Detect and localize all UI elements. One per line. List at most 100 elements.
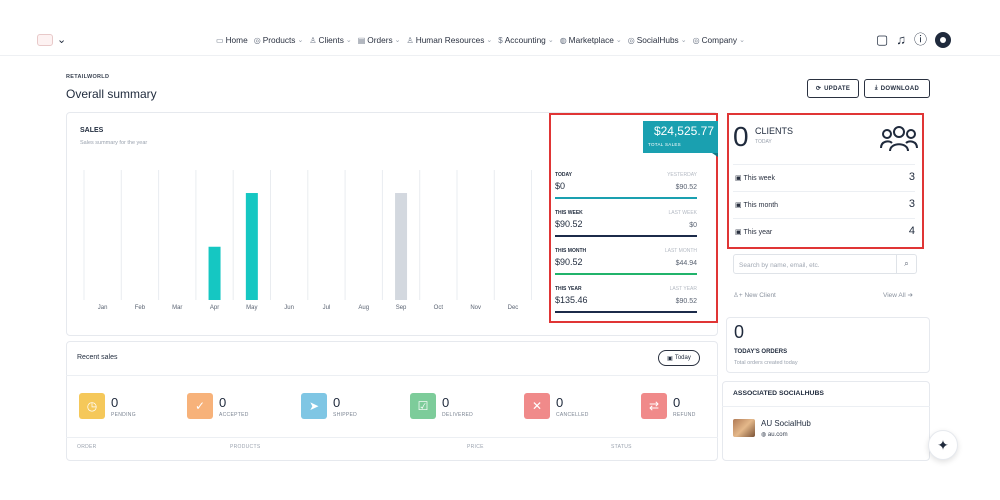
stat-refund[interactable]: ⇄ 0 REFUND xyxy=(641,393,741,423)
nav-item-orders[interactable]: ▤ Orders ⌄ xyxy=(358,35,401,45)
user-avatar[interactable] xyxy=(935,32,952,48)
x-tick-label: Jan xyxy=(98,305,108,311)
view-all-link[interactable]: View All ➔ xyxy=(883,292,913,299)
x-tick-label: Aug xyxy=(358,305,369,311)
stat-shipped[interactable]: ➤ 0 SHIPPED xyxy=(301,393,401,423)
orders-icon: ▤ xyxy=(357,35,366,45)
download-icon: ⤓ xyxy=(874,85,878,91)
person-add-icon: ♙ xyxy=(406,35,414,45)
nav-item-label: Home xyxy=(225,35,248,45)
nav-item-label: Marketplace xyxy=(568,35,614,45)
update-button[interactable]: ⟳ UPDATE xyxy=(807,79,859,98)
socialhubs-card xyxy=(722,381,930,461)
calendar-icon: ▣ xyxy=(735,229,744,236)
divider xyxy=(66,375,718,376)
stat-pending[interactable]: ◷ 0 PENDING xyxy=(79,393,179,423)
clients-row-value: 4 xyxy=(908,225,915,237)
stat-label: SHIPPED xyxy=(333,412,358,418)
chevron-down-icon: ⌄ xyxy=(345,37,352,44)
chevron-down-icon: ⌄ xyxy=(615,37,622,44)
new-client-link[interactable]: ♙+ New Client xyxy=(733,292,776,299)
help-icon[interactable]: ⓘ xyxy=(914,32,928,47)
company-logo[interactable] xyxy=(37,34,53,46)
nav-item-label: Orders xyxy=(367,35,393,45)
arrow-right-icon: ➔ xyxy=(905,292,913,299)
period-value: $90.52 xyxy=(555,257,583,267)
nav-item-clients[interactable]: ♙ Clients ⌄ xyxy=(309,35,351,45)
download-label: DOWNLOAD xyxy=(880,85,920,92)
x-tick-label: Oct xyxy=(434,305,444,311)
bar-apr[interactable] xyxy=(208,246,221,300)
search-icon[interactable]: ⌕ xyxy=(896,255,916,273)
chevron-down-icon: ⌄ xyxy=(394,37,401,44)
nav-item-marketplace[interactable]: ◍ Marketplace ⌄ xyxy=(560,35,622,45)
nav-item-accounting[interactable]: $ Accounting ⌄ xyxy=(498,35,553,45)
nav-item-human-resources[interactable]: ♙ Human Resources ⌄ xyxy=(407,35,493,45)
stat-accepted[interactable]: ✓ 0 ACCEPTED xyxy=(187,393,287,423)
x-icon: ✕ xyxy=(524,393,550,419)
socialhub-name[interactable]: AU SocialHub xyxy=(761,419,811,428)
person-add-icon: ♙+ xyxy=(733,292,745,299)
bar-may[interactable] xyxy=(245,193,258,300)
nav-item-socialhubs[interactable]: ◎ SocialHubs ⌄ xyxy=(628,35,687,45)
column-header: PRICE xyxy=(467,444,484,450)
clients-subtitle: TODAY xyxy=(755,139,772,145)
clients-today-count: 0 xyxy=(733,121,749,152)
share-icon: ◎ xyxy=(627,35,635,45)
column-header: PRODUCTS xyxy=(230,444,261,450)
recent-sales-card xyxy=(66,341,718,461)
period-compare-label: LAST YEAR xyxy=(669,286,697,292)
x-tick-label: Mar xyxy=(172,305,182,311)
period-compare-label: LAST WEEK xyxy=(668,210,697,216)
stat-label: CANCELLED xyxy=(556,412,589,418)
stat-cancelled[interactable]: ✕ 0 CANCELLED xyxy=(524,393,624,423)
bar-sep[interactable] xyxy=(395,193,408,300)
todays-orders-card xyxy=(726,317,930,373)
todays-orders-subtitle: Total orders created today xyxy=(734,360,798,366)
period-compare-value: $0 xyxy=(689,222,697,229)
stat-count: 0 xyxy=(219,395,227,410)
period-label: TODAY xyxy=(555,172,572,178)
top-icons: ▢ ♫ ⓘ xyxy=(876,32,952,48)
nav-item-home[interactable]: ▭ Home xyxy=(216,35,248,45)
x-tick-label: Sep xyxy=(396,305,407,311)
stat-count: 0 xyxy=(333,395,341,410)
x-tick-label: Jun xyxy=(284,305,294,311)
chevron-down-icon: ⌄ xyxy=(486,37,493,44)
period-underline xyxy=(555,197,697,199)
clients-row-month: ▣ This month 3 xyxy=(733,191,915,217)
chevron-down-icon: ⌄ xyxy=(547,37,554,44)
nav-item-label: Human Resources xyxy=(415,35,485,45)
period-compare-value: $44.94 xyxy=(675,260,697,267)
download-button[interactable]: ⤓ DOWNLOAD xyxy=(864,79,930,98)
stat-delivered[interactable]: ☑ 0 DELIVERED xyxy=(410,393,510,423)
nav-item-company[interactable]: ◎ Company ⌄ xyxy=(693,35,745,45)
nav-item-products[interactable]: ◎ Products ⌄ xyxy=(254,35,304,45)
notes-icon[interactable]: ▢ xyxy=(876,32,889,47)
top-navigation: ⌄ ▭ Home ◎ Products ⌄ ♙ Clients ⌄ ▤ Orders ⌄ ♙ Human… xyxy=(0,0,1000,56)
stat-count: 0 xyxy=(673,395,681,410)
clients-row-label: ▣ This year xyxy=(735,229,773,236)
period-compare-label: YESTERDAY xyxy=(667,172,697,178)
period-value: $90.52 xyxy=(555,219,583,229)
x-tick-label: Dec xyxy=(508,305,519,311)
client-search-input[interactable] xyxy=(739,260,889,270)
stat-label: ACCEPTED xyxy=(219,412,249,418)
stat-label: REFUND xyxy=(673,412,696,418)
page-title: Overall summary xyxy=(66,87,157,101)
company-switcher-chevron-icon[interactable]: ⌄ xyxy=(57,34,67,46)
bell-icon[interactable]: ♫ xyxy=(896,32,907,47)
todays-orders-title: TODAY'S ORDERS xyxy=(734,349,788,355)
period-underline xyxy=(555,311,697,313)
x-tick-label: May xyxy=(246,305,257,311)
x-tick-label: Nov xyxy=(470,305,481,311)
nav-item-label: Company xyxy=(701,35,738,45)
ai-assistant-sparkle-icon[interactable]: ✦ xyxy=(928,430,958,460)
update-label: UPDATE xyxy=(824,85,851,92)
today-filter-button[interactable]: ▣ Today xyxy=(658,350,700,366)
nav-item-label: Products xyxy=(262,35,296,45)
calendar-icon: ▣ xyxy=(735,175,744,182)
column-header: STATUS xyxy=(611,444,632,450)
socialhub-thumbnail[interactable] xyxy=(733,419,755,437)
period-compare-label: LAST MONTH xyxy=(664,248,697,254)
